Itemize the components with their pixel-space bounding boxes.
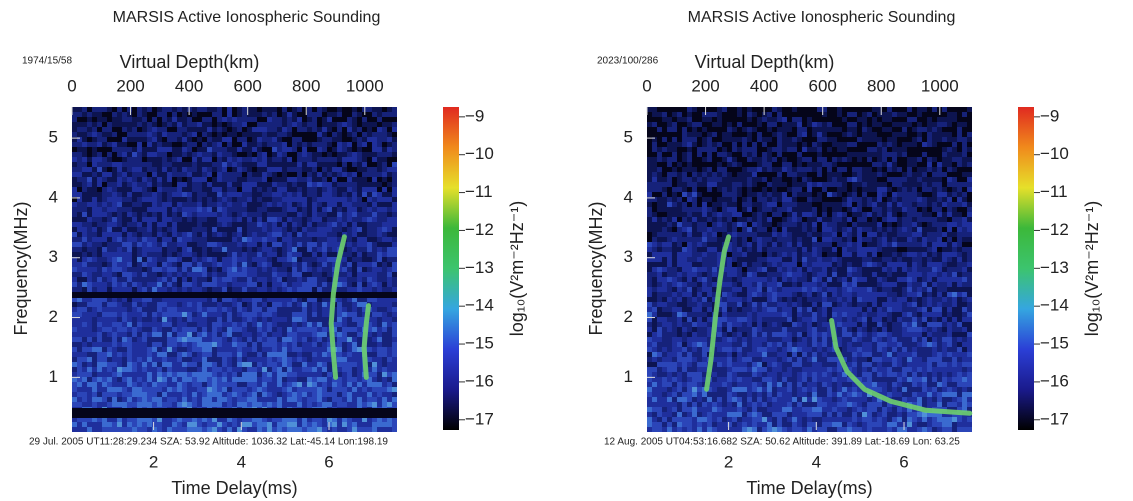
x-tick-label: 6 — [899, 452, 908, 471]
colorbar-tick-label: −11 — [1040, 182, 1068, 201]
chart-title: MARSIS Active Ionospheric Sounding — [113, 9, 381, 26]
background-texture — [72, 107, 397, 432]
x2-tick-label: 800 — [292, 76, 320, 95]
colorbar-tick-label: −17 — [465, 409, 494, 428]
background-texture — [647, 177, 972, 432]
y-axis-label: Frequency(MHz) — [11, 201, 31, 335]
colorbar-tick-label: −14 — [1040, 296, 1069, 315]
y-axis-label: Frequency(MHz) — [586, 201, 606, 335]
background-texture — [72, 107, 397, 412]
y-tick-label: 4 — [624, 187, 633, 206]
x-axis-label: Time Delay(ms) — [746, 478, 872, 498]
background-texture — [72, 237, 397, 432]
dark-band — [72, 292, 397, 298]
echo-trace — [829, 318, 973, 416]
x-tick-label: 6 — [324, 452, 333, 471]
x2-tick-label: 600 — [808, 76, 836, 95]
footer-info: 12 Aug. 2005 UT04:53:16.682 SZA: 50.62 A… — [604, 437, 960, 448]
x-tick-label: 4 — [812, 452, 821, 471]
x2-tick-label: 200 — [116, 76, 144, 95]
colorbar-tick-label: −9 — [1040, 106, 1059, 125]
background-texture — [647, 117, 972, 432]
y-tick-label: 5 — [49, 128, 58, 147]
chart-title: MARSIS Active Ionospheric Sounding — [688, 9, 956, 26]
y-tick-label: 3 — [49, 247, 58, 266]
colorbar-tick-label: −17 — [1040, 409, 1069, 428]
colorbar-tick-label: −15 — [1040, 334, 1069, 353]
y-tick-label: 2 — [49, 307, 58, 326]
date-label: 2023/100/286 — [597, 56, 659, 67]
colorbar-tick-label: −9 — [465, 106, 484, 125]
colorbar-tick-label: −13 — [465, 258, 494, 277]
colorbar-tick-label: −16 — [1040, 371, 1069, 390]
x-tick-label: 2 — [724, 452, 733, 471]
colorbar-tick-label: −12 — [465, 220, 494, 239]
colorbar-tick-label: −16 — [465, 371, 494, 390]
x2-tick-label: 400 — [750, 76, 778, 95]
footer-info: 29 Jul. 2005 UT11:28:29.234 SZA: 53.92 A… — [29, 437, 388, 448]
colorbar-tick-label: −14 — [465, 296, 494, 315]
x2-tick-label: 200 — [691, 76, 719, 95]
background-texture — [72, 147, 397, 432]
background-texture — [647, 107, 972, 432]
x2-tick-label: 0 — [642, 76, 651, 95]
background-texture — [647, 107, 972, 272]
y-tick-label: 4 — [49, 187, 58, 206]
x2-tick-label: 800 — [867, 76, 895, 95]
date-label: 1974/15/58 — [22, 56, 72, 67]
x-tick-label: 2 — [149, 452, 158, 471]
colorbar-tick-label: −15 — [465, 334, 494, 353]
colorbar-tick-label: −10 — [1040, 144, 1069, 163]
colorbar-label: log₁₀(V²m⁻²Hz⁻¹) — [507, 201, 527, 337]
x2-tick-label: 1000 — [921, 76, 959, 95]
x2-tick-label: 0 — [67, 76, 76, 95]
echo-trace — [361, 303, 371, 380]
background-texture — [647, 292, 972, 432]
colorbar-tick-label: −13 — [1040, 258, 1069, 277]
x-tick-label: 4 — [237, 452, 246, 471]
y-tick-label: 2 — [624, 307, 633, 326]
x2-axis-label: Virtual Depth(km) — [695, 52, 835, 72]
y-tick-label: 1 — [624, 367, 633, 386]
colorbar — [443, 107, 459, 430]
x-axis-label: Time Delay(ms) — [171, 478, 297, 498]
x2-tick-label: 1000 — [346, 76, 384, 95]
y-tick-label: 5 — [624, 128, 633, 147]
colorbar-tick-label: −10 — [465, 144, 494, 163]
y-tick-label: 1 — [49, 367, 58, 386]
echo-trace — [328, 234, 347, 380]
colorbar — [1018, 107, 1034, 430]
colorbar-tick-label: −12 — [1040, 220, 1069, 239]
y-tick-label: 3 — [624, 247, 633, 266]
colorbar-tick-label: −11 — [465, 182, 493, 201]
x2-tick-label: 400 — [175, 76, 203, 95]
colorbar-label: log₁₀(V²m⁻²Hz⁻¹) — [1082, 201, 1102, 337]
x2-tick-label: 600 — [233, 76, 261, 95]
x2-axis-label: Virtual Depth(km) — [120, 52, 260, 72]
dark-band — [72, 408, 397, 418]
echo-trace — [704, 234, 732, 392]
